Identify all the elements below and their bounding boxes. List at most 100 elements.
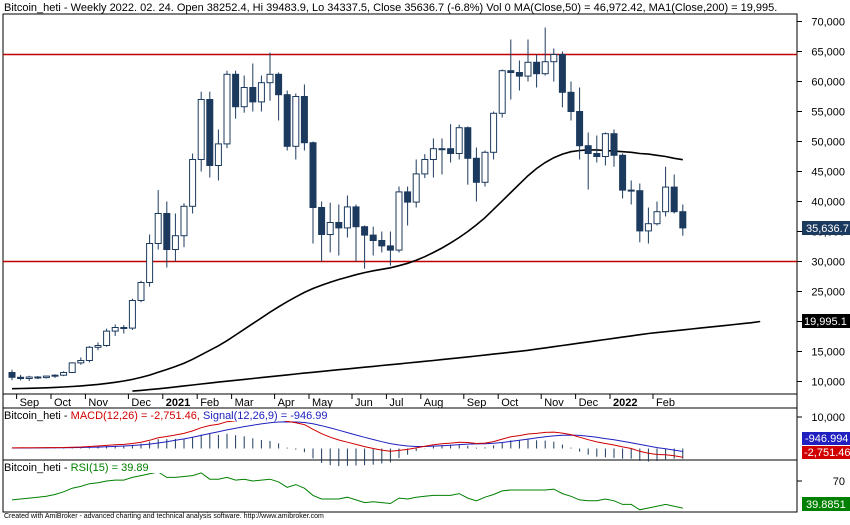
candle: [524, 39, 532, 82]
close-badge: [802, 221, 850, 235]
candle-body-up: [180, 205, 188, 237]
candle-body-up: [171, 235, 179, 250]
chart-title: Bitcoin_heti - Weekly 2022. 02. 24. Open…: [4, 2, 777, 14]
candle: [318, 201, 326, 262]
candle-body-up: [653, 211, 661, 225]
candle-body-down: [335, 222, 343, 229]
candle: [8, 369, 16, 381]
candle: [335, 204, 343, 256]
candle: [404, 186, 412, 226]
candle: [507, 39, 515, 100]
candle-body-up: [189, 159, 197, 207]
candle: [163, 201, 171, 268]
candle-body-up: [240, 87, 248, 108]
price-y-tick-label: 30,000: [811, 257, 845, 269]
candle: [584, 132, 592, 190]
candle: [429, 138, 437, 178]
candle-body-down: [206, 99, 214, 166]
candle-body-up: [223, 73, 231, 145]
candle-body-down: [636, 190, 644, 232]
candle: [576, 87, 584, 160]
candle-body-down: [275, 73, 283, 96]
date-tick-label: Sep: [20, 397, 40, 409]
candle: [472, 147, 480, 202]
candle-body-down: [472, 157, 480, 183]
candle: [670, 174, 678, 214]
candle: [189, 153, 197, 214]
candle-body-up: [541, 61, 549, 75]
date-tick-label: Mar: [235, 397, 254, 409]
signal-badge-label: -946.994: [805, 433, 848, 445]
candle: [644, 207, 652, 244]
price-y-tick-label: 55,000: [811, 107, 845, 119]
candle-body-down: [8, 372, 16, 378]
candle: [533, 54, 541, 88]
macd-badge: [802, 446, 850, 459]
candle-body-up: [111, 327, 119, 332]
candle-body-down: [378, 240, 386, 247]
price-y-tick-label: 60,000: [811, 77, 845, 89]
candle-body-down: [318, 207, 326, 235]
macd-badge-label: -2,751.46: [804, 447, 850, 459]
candle: [17, 374, 25, 381]
candle-body-down: [584, 145, 592, 154]
date-tick-label: 2021: [166, 397, 190, 409]
date-tick-label: 2022: [613, 397, 637, 409]
candle: [386, 231, 394, 266]
date-tick-label: Oct: [501, 397, 518, 409]
candle: [283, 90, 291, 151]
candle: [34, 376, 42, 380]
candle-body-down: [567, 91, 575, 113]
date-tick-label: Feb: [200, 397, 219, 409]
candle-body-down: [558, 54, 566, 93]
macd-pane[interactable]: [2, 407, 798, 461]
candle-body-up: [455, 127, 463, 154]
ma50-line: [11, 149, 683, 390]
candle-body-up: [326, 222, 334, 235]
candle-body-up: [197, 99, 205, 160]
candle: [223, 70, 231, 149]
candle-body-up: [257, 82, 265, 103]
candle-body-down: [533, 61, 541, 75]
candle-body-up: [395, 191, 403, 251]
candle-body-up: [412, 173, 420, 203]
candle-body-up: [85, 346, 93, 361]
candle-body-up: [490, 112, 498, 153]
candle: [146, 234, 154, 287]
candle: [438, 138, 446, 175]
candle-body-up: [662, 186, 670, 213]
candle: [232, 70, 240, 119]
candle-body-down: [464, 127, 472, 159]
macd-y-tick-label: 10,000: [811, 412, 845, 424]
candle: [378, 231, 386, 253]
macd-title-macd: MACD(12,26) = -2,751.46,: [71, 410, 200, 422]
candle-body-down: [404, 191, 412, 203]
candle: [249, 63, 257, 112]
rsi-title-value: RSI(15) = 39.89: [71, 462, 149, 474]
candle: [94, 342, 102, 351]
rsi-title-prefix: Bitcoin_heti -: [4, 462, 71, 474]
candle-body-up: [214, 143, 222, 166]
candle-body-down: [619, 154, 627, 191]
candle: [266, 52, 274, 101]
candle-body-down: [249, 87, 257, 103]
candle-body-up: [154, 213, 162, 244]
rsi-badge-label: 39.8851: [806, 499, 846, 511]
candle-body-up: [601, 133, 609, 157]
close-badge-label: 35,636.7: [806, 223, 849, 235]
ma200-badge: [802, 314, 850, 328]
candle: [567, 81, 575, 121]
candle-body-down: [232, 73, 240, 108]
candle-body-up: [25, 376, 33, 379]
candle: [326, 202, 334, 253]
candle-body-up: [292, 96, 300, 147]
candle: [300, 84, 308, 151]
candle: [180, 203, 188, 248]
rsi-y-tick-label: 70: [833, 476, 845, 488]
candle-body-up: [60, 372, 68, 376]
signal-badge: [802, 432, 850, 445]
candle-body-up: [498, 70, 506, 114]
candle: [352, 204, 360, 262]
